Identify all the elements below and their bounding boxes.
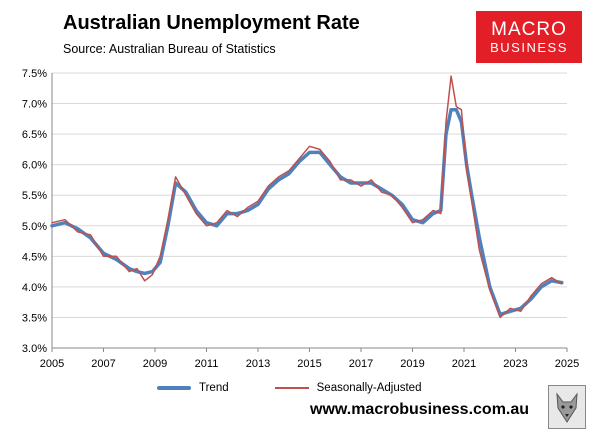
- x-tick-label: 2007: [91, 358, 115, 370]
- series-line-seasonally-adjusted: [51, 75, 563, 319]
- y-tick-label: 7.5%: [22, 68, 47, 80]
- logo-line-2: BUSINESS: [490, 39, 568, 55]
- x-tick-label: 2015: [297, 358, 321, 370]
- y-tick-label: 3.0%: [22, 343, 47, 355]
- x-tick-label: 2019: [400, 358, 424, 370]
- x-tick-label: 2005: [40, 358, 64, 370]
- y-tick-label: 4.5%: [22, 251, 47, 263]
- y-tick-label: 6.0%: [22, 160, 47, 172]
- page-title: Australian Unemployment Rate: [63, 12, 360, 34]
- y-tick-label: 3.5%: [22, 312, 47, 324]
- series-line-trend: [50, 107, 564, 317]
- logo-line-1: MACRO: [491, 18, 567, 40]
- x-tick-label: 2013: [246, 358, 270, 370]
- y-tick-label: 4.0%: [22, 282, 47, 294]
- x-tick-label: 2011: [195, 358, 219, 370]
- y-tick-label: 6.5%: [22, 129, 47, 141]
- wolf-emblem-icon: [548, 385, 586, 429]
- legend-item-seasonally-adjusted: Seasonally-Adjusted: [274, 382, 422, 394]
- legend-label-trend: Trend: [199, 382, 229, 394]
- y-tick-label: 5.0%: [22, 221, 47, 233]
- y-tick-label: 7.0%: [22, 99, 47, 111]
- website-url[interactable]: www.macrobusiness.com.au: [310, 401, 530, 418]
- macrobusiness-logo[interactable]: MACRO BUSINESS: [476, 11, 582, 63]
- x-tick-label: 2009: [143, 358, 167, 370]
- legend-label-seasonally-adjusted: Seasonally-Adjusted: [316, 382, 422, 394]
- source-subtitle: Source: Australian Bureau of Statistics: [63, 42, 276, 56]
- x-tick-label: 2025: [555, 358, 579, 370]
- x-tick-label: 2021: [452, 358, 476, 370]
- x-tick-label: 2017: [349, 358, 373, 370]
- legend-swatch-trend: [157, 386, 191, 390]
- legend-item-trend: Trend: [157, 382, 229, 394]
- x-tick-label: 2023: [503, 358, 527, 370]
- legend-swatch-seasonally-adjusted: [274, 387, 309, 389]
- y-tick-label: 5.5%: [22, 190, 47, 202]
- chart-legend: Trend Seasonally-Adjusted: [157, 382, 467, 394]
